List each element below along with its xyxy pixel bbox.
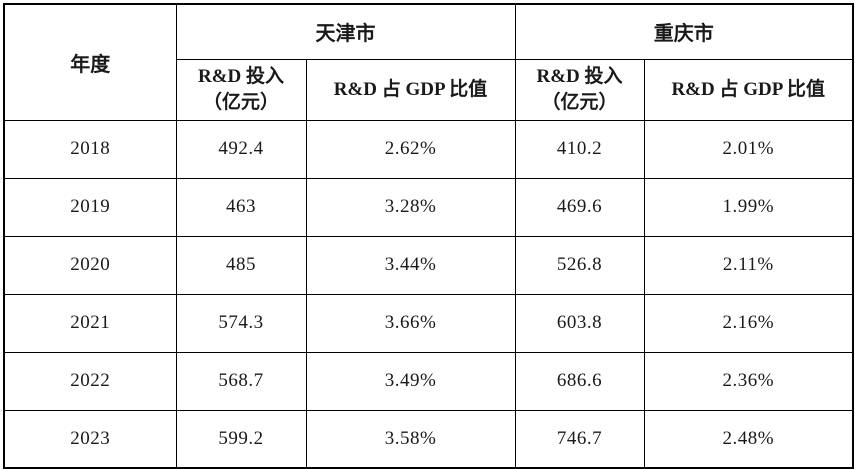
tianjin-rd-cell: 568.7: [175, 351, 307, 411]
chongqing-gdp-cell: 2.48%: [643, 409, 854, 469]
chongqing-gdp-cell: 2.11%: [643, 235, 854, 295]
chongqing-gdp-cell: 2.01%: [643, 119, 854, 179]
rd-investment-table: 年度 天津市 重庆市 R&D 投入 （亿元） R&D 占 GDP 比值 R&D …: [3, 3, 854, 469]
year-cell: 2018: [3, 119, 177, 179]
table-row-2022: 2022 568.7 3.49% 686.6 2.36%: [3, 351, 854, 411]
tianjin-gdp-cell: 3.58%: [305, 409, 516, 469]
city-header-tianjin: 天津市: [175, 3, 516, 60]
table-row-2020: 2020 485 3.44% 526.8 2.11%: [3, 235, 854, 295]
table-row-2023: 2023 599.2 3.58% 746.7 2.48%: [3, 409, 854, 469]
year-column-header: 年度: [3, 3, 177, 121]
tianjin-rd-cell: 574.3: [175, 293, 307, 353]
subheader-chongqing-gdp-ratio: R&D 占 GDP 比值: [643, 58, 854, 121]
subheader-tianjin-rd-input: R&D 投入 （亿元）: [175, 58, 307, 121]
chongqing-gdp-cell: 1.99%: [643, 177, 854, 237]
header-row-cities: 年度 天津市 重庆市: [3, 3, 854, 121]
tianjin-gdp-cell: 3.66%: [305, 293, 516, 353]
table-row-2018: 2018 492.4 2.62% 410.2 2.01%: [3, 119, 854, 179]
chongqing-rd-cell: 469.6: [514, 177, 645, 237]
chongqing-rd-cell: 526.8: [514, 235, 645, 295]
chongqing-gdp-cell: 2.36%: [643, 351, 854, 411]
subheader-tianjin-gdp-ratio: R&D 占 GDP 比值: [305, 58, 516, 121]
tianjin-rd-cell: 599.2: [175, 409, 307, 469]
table-row-2019: 2019 463 3.28% 469.6 1.99%: [3, 177, 854, 237]
header-row-subcolumns: R&D 投入 （亿元） R&D 占 GDP 比值 R&D 投入 （亿元） R&D…: [4, 58, 854, 121]
city-header-chongqing: 重庆市: [514, 3, 854, 60]
tianjin-gdp-cell: 3.49%: [305, 351, 516, 411]
tianjin-rd-cell: 463: [175, 177, 307, 237]
tianjin-gdp-cell: 3.44%: [305, 235, 516, 295]
table-row-2021: 2021 574.3 3.66% 603.8 2.16%: [3, 293, 854, 353]
tianjin-gdp-cell: 3.28%: [305, 177, 516, 237]
chongqing-rd-cell: 746.7: [514, 409, 645, 469]
tianjin-rd-cell: 485: [175, 235, 307, 295]
chongqing-rd-cell: 686.6: [514, 351, 645, 411]
year-cell: 2020: [3, 235, 177, 295]
tianjin-rd-cell: 492.4: [175, 119, 307, 179]
year-cell: 2021: [3, 293, 177, 353]
tianjin-gdp-cell: 2.62%: [305, 119, 516, 179]
chongqing-gdp-cell: 2.16%: [643, 293, 854, 353]
chongqing-rd-cell: 603.8: [514, 293, 645, 353]
chongqing-rd-cell: 410.2: [514, 119, 645, 179]
year-cell: 2023: [3, 409, 177, 469]
year-cell: 2019: [3, 177, 177, 237]
year-cell: 2022: [3, 351, 177, 411]
subheader-chongqing-rd-input: R&D 投入 （亿元）: [514, 58, 645, 121]
